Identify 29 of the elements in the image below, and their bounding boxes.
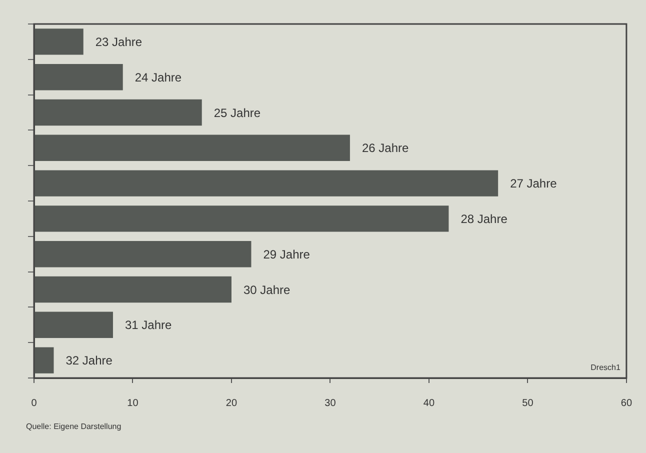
x-tick-label: 10 (127, 398, 139, 409)
source-note: Quelle: Eigene Darstellung (26, 422, 122, 432)
y-tick-label: 32 Jahre (66, 354, 113, 368)
bar (34, 170, 498, 196)
y-tick-label: 26 Jahre (362, 141, 409, 156)
y-tick-label: 24 Jahre (134, 70, 182, 84)
y-tick-label: 29 Jahre (263, 247, 310, 262)
y-tick-label: 25 Jahre (214, 106, 261, 120)
x-tick-label: 40 (423, 398, 435, 409)
bar (34, 347, 54, 374)
bar (34, 206, 449, 232)
bar (34, 312, 113, 338)
bar (34, 276, 232, 303)
y-tick-label: 31 Jahre (124, 318, 172, 332)
bar (34, 99, 202, 126)
bar (34, 134, 350, 161)
bar (34, 64, 123, 90)
bar (34, 241, 252, 268)
x-tick-label: 60 (620, 398, 632, 409)
y-tick-label: 27 Jahre (510, 176, 558, 191)
y-tick-label: 30 Jahre (243, 282, 291, 297)
annotation: Dresch1 (590, 363, 621, 372)
x-tick-label: 20 (226, 398, 238, 409)
y-tick-label: 28 Jahre (460, 212, 508, 226)
x-tick-label: 0 (31, 398, 38, 409)
bar (34, 28, 84, 55)
x-tick-label: 50 (522, 398, 534, 409)
y-tick-label: 23 Jahre (95, 35, 142, 50)
x-tick-label: 30 (324, 398, 336, 409)
